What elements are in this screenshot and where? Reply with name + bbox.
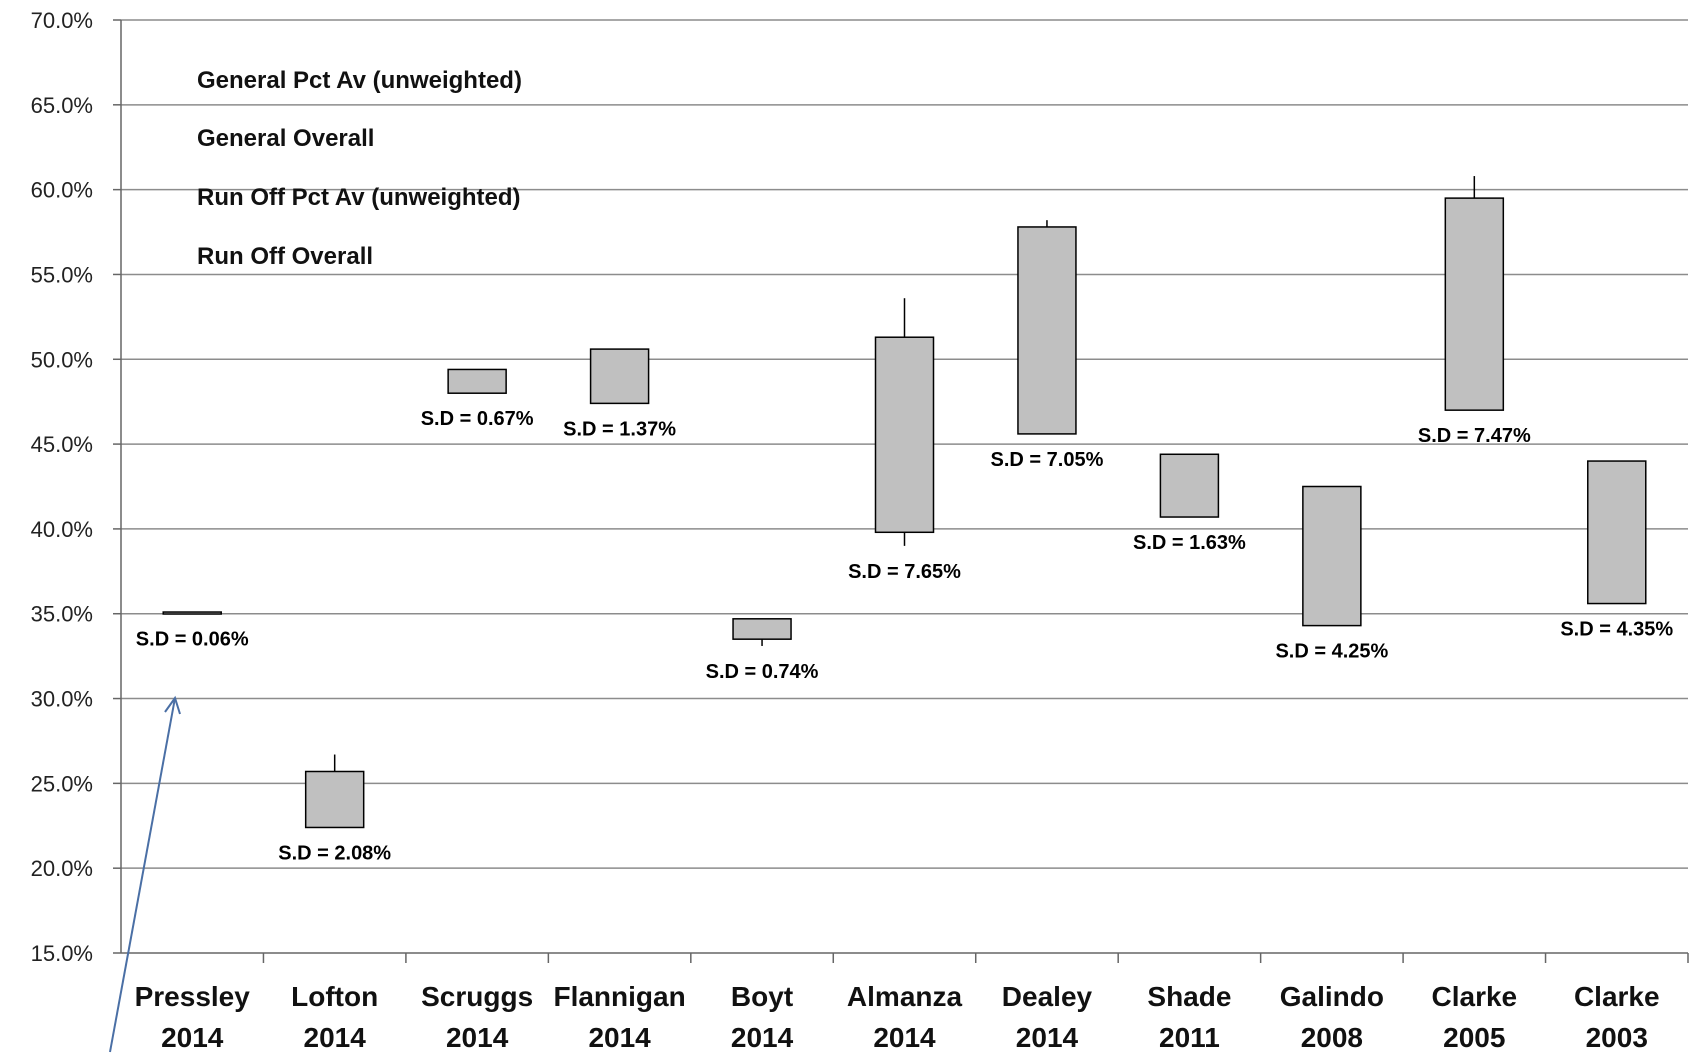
x-tick-label-year: 2014	[588, 1022, 651, 1053]
y-tick-label: 40.0%	[31, 517, 93, 542]
candle-box	[589, 348, 650, 405]
series-boxes	[162, 176, 1647, 829]
sd-label: S.D = 4.25%	[1275, 641, 1388, 663]
x-tick-label-name: Boyt	[731, 981, 793, 1012]
candle-box	[162, 611, 222, 615]
arrow-head	[164, 695, 181, 715]
sd-label: S.D = 2.08%	[278, 842, 391, 864]
y-tick-label: 35.0%	[31, 602, 93, 627]
sd-label: S.D = 0.67%	[421, 408, 534, 430]
candle-box	[1587, 460, 1647, 605]
x-tick-label-name: Galindo	[1280, 981, 1384, 1012]
y-axis: 15.0% 20.0% 25.0% 30.0% 35.0% 40.0% 45.0% 50.0%…	[31, 8, 122, 966]
legend-entry: General Overall	[197, 125, 374, 152]
x-tick-label-year: 2014	[304, 1022, 367, 1053]
x-tick-label-year: 2014	[446, 1022, 509, 1053]
candle-box	[874, 336, 935, 534]
sd-label: S.D = 7.65%	[848, 561, 961, 583]
sd-label: S.D = 7.05%	[991, 449, 1104, 471]
x-tick-label-name: Flannigan	[553, 981, 685, 1012]
x-tick-label-year: 2014	[873, 1022, 936, 1053]
x-tick-label-year: 2014	[1016, 1022, 1079, 1053]
x-tick-label-name: Scruggs	[421, 981, 533, 1012]
x-tick-label-year: 2008	[1301, 1022, 1363, 1053]
y-tick-label: 50.0%	[31, 347, 93, 372]
y-tick-label: 55.0%	[31, 262, 93, 287]
sd-label: S.D = 1.37%	[563, 418, 676, 440]
sd-label: S.D = 4.35%	[1560, 619, 1673, 641]
candle-box	[1302, 485, 1362, 627]
x-tick-label-year: 2005	[1443, 1022, 1505, 1053]
candle-box	[732, 618, 792, 640]
y-tick-label: 30.0%	[31, 687, 93, 712]
y-tick-label: 70.0%	[31, 8, 93, 33]
sd-label: S.D = 0.06%	[136, 629, 249, 651]
x-tick-label-year: 2014	[161, 1022, 224, 1053]
x-tick-label-name: Almanza	[847, 981, 963, 1012]
x-tick-label-year: 2011	[1159, 1022, 1220, 1053]
candle-box	[1159, 453, 1220, 518]
legend: General Pct Av (unweighted) General Overa…	[197, 67, 522, 270]
arrow-line	[109, 697, 176, 1053]
sd-label: S.D = 0.74%	[706, 661, 819, 683]
x-tick-label-name: Dealey	[1002, 981, 1093, 1012]
y-tick-label: 60.0%	[31, 178, 93, 203]
y-tick-label: 45.0%	[31, 432, 93, 457]
x-tick-label-name: Shade	[1147, 981, 1231, 1012]
legend-entry: Run Off Overall	[197, 243, 373, 270]
y-tick-label: 65.0%	[31, 93, 93, 118]
legend-entry: Run Off Pct Av (unweighted)	[197, 184, 521, 211]
sd-labels: S.D = 0.06% S.D = 2.08% S.D = 0.67% S.D = 1…	[136, 408, 1674, 864]
x-tick-label-name: Pressley	[135, 981, 251, 1012]
x-tick-label-name: Clarke	[1432, 981, 1518, 1012]
candle-box	[304, 770, 365, 829]
x-axis: Pressley 2014 Lofton 2014 Scruggs 2014 Flannig…	[121, 952, 1689, 1053]
x-tick-label-name: Lofton	[291, 981, 378, 1012]
annotation-arrow	[109, 695, 181, 1053]
candle-box	[1444, 197, 1505, 411]
x-tick-label-year: 2014	[731, 1022, 794, 1053]
x-tick-label-year: 2003	[1586, 1022, 1648, 1053]
x-tick-label-name: Clarke	[1574, 981, 1660, 1012]
y-tick-label: 15.0%	[31, 941, 93, 966]
y-tick-label: 20.0%	[31, 856, 93, 881]
candle-box	[1017, 226, 1077, 435]
sd-label: S.D = 7.47%	[1418, 425, 1531, 447]
candle-box	[447, 368, 507, 394]
y-tick-label: 25.0%	[31, 771, 93, 796]
legend-entry: General Pct Av (unweighted)	[197, 67, 522, 94]
sd-label: S.D = 1.63%	[1133, 532, 1246, 554]
